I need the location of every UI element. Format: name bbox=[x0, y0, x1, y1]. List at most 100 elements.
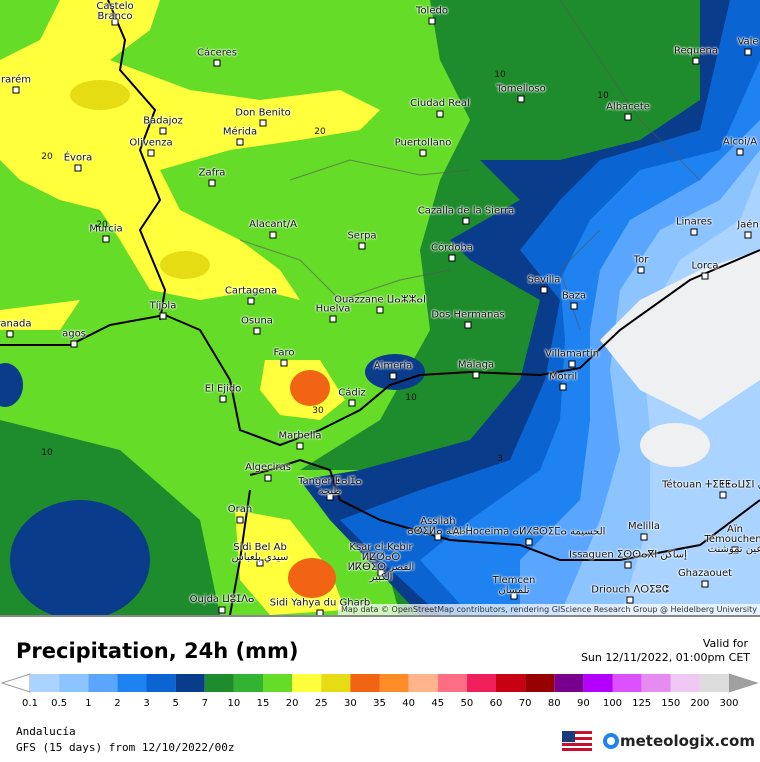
legend-arrow-below bbox=[0, 673, 31, 693]
city-label: Don Benito bbox=[235, 107, 291, 119]
map-graphic bbox=[0, 0, 760, 615]
city-marker bbox=[624, 113, 632, 121]
city-label: Sevilla bbox=[527, 274, 561, 286]
city-label: Serpa bbox=[347, 230, 377, 242]
city-label: Tlemcen تلمسان bbox=[492, 575, 536, 596]
city-label: Marbella bbox=[278, 430, 322, 442]
legend-swatch bbox=[379, 674, 409, 692]
city-marker bbox=[510, 592, 518, 600]
city-marker bbox=[12, 86, 20, 94]
city-label: Cazalla de la Sierra bbox=[417, 205, 515, 217]
city-marker bbox=[719, 491, 727, 499]
legend-swatch bbox=[175, 674, 205, 692]
city-marker bbox=[692, 57, 700, 65]
legend-swatch bbox=[233, 674, 263, 692]
contour-label: 30 bbox=[312, 406, 324, 416]
legend-value: 5 bbox=[172, 698, 178, 709]
city-label: Cartagena bbox=[224, 285, 278, 297]
legend-value: 0.1 bbox=[22, 698, 38, 709]
city-marker bbox=[744, 48, 752, 56]
legend-swatch bbox=[204, 674, 234, 692]
legend-swatch bbox=[292, 674, 322, 692]
contour-label: 10 bbox=[597, 91, 609, 101]
city-marker bbox=[213, 59, 221, 67]
city-label: rarém bbox=[0, 74, 32, 86]
brand[interactable]: meteologix.com bbox=[620, 732, 755, 750]
legend-value: 3 bbox=[143, 698, 149, 709]
flag-icon[interactable] bbox=[562, 731, 592, 751]
contour-label: 3 bbox=[497, 454, 503, 464]
contour-label: 10 bbox=[41, 448, 53, 458]
city-label: Évora bbox=[63, 152, 93, 164]
city-marker bbox=[637, 266, 645, 274]
city-label: Tíjola bbox=[149, 300, 177, 312]
city-label: Badajoz bbox=[143, 115, 183, 127]
city-label: Melilla bbox=[627, 521, 661, 532]
footer: Precipitation, 24h (mm) Valid for Sun 12… bbox=[0, 615, 760, 762]
city-label: Cáceres bbox=[196, 47, 238, 59]
city-label: Alacant/A bbox=[249, 219, 297, 230]
city-label: El Ejido bbox=[204, 383, 242, 395]
legend-swatch bbox=[321, 674, 351, 692]
legend-value: 60 bbox=[490, 698, 503, 709]
city-label: Alcoi/A bbox=[722, 136, 758, 148]
city-label: Castelo Branco bbox=[96, 1, 134, 22]
city-label: Lorca bbox=[691, 260, 719, 272]
city-marker bbox=[568, 360, 576, 368]
city-label: Aïn Témouchent عين تموشنت bbox=[704, 524, 760, 555]
brand-logo bbox=[603, 733, 619, 749]
legend-value: 125 bbox=[632, 698, 651, 709]
city-label: Puertollano bbox=[394, 137, 452, 149]
legend-value: 15 bbox=[257, 698, 270, 709]
legend-value: 25 bbox=[315, 698, 328, 709]
legend-swatch bbox=[30, 674, 60, 692]
legend-arrow-above bbox=[728, 673, 759, 693]
legend-swatch bbox=[117, 674, 147, 692]
city-marker bbox=[570, 302, 578, 310]
city-label: agos bbox=[62, 328, 86, 340]
legend-value: 300 bbox=[719, 698, 738, 709]
legend-swatch bbox=[59, 674, 89, 692]
legend-swatch bbox=[408, 674, 438, 692]
city-label: Tanger ⵟⴰⵏⵊⴰ طنجة bbox=[298, 476, 362, 497]
city-label: Villamartín bbox=[544, 348, 600, 360]
city-marker bbox=[624, 561, 632, 569]
city-marker bbox=[701, 272, 709, 280]
legend-swatch bbox=[437, 674, 467, 692]
city-marker bbox=[147, 149, 155, 157]
city-marker bbox=[744, 231, 752, 239]
city-marker bbox=[159, 127, 167, 135]
city-label: Vale bbox=[737, 36, 759, 48]
city-label: Issaguen ⵉⵙⵙⴰⴳⵏ إساكن bbox=[569, 549, 687, 561]
city-marker bbox=[701, 580, 709, 588]
city-label: Algeciras bbox=[245, 462, 291, 473]
city-marker bbox=[326, 493, 334, 501]
legend: 0.1 0.5 1 2 3 5 7 10 15 20 25 30 35 40 45 50 60 70 80 90 100… bbox=[0, 673, 759, 709]
city-marker bbox=[159, 312, 167, 320]
city-marker bbox=[434, 533, 442, 541]
city-marker bbox=[259, 119, 267, 127]
map: Map data © OpenStreetMap contributors, r… bbox=[0, 0, 760, 615]
city-label: Huelva bbox=[315, 303, 351, 315]
city-label: Sidi Bel Ab سيدي بلعباس bbox=[231, 542, 289, 563]
legend-value: 1 bbox=[85, 698, 91, 709]
legend-swatch bbox=[88, 674, 118, 692]
legend-swatch bbox=[612, 674, 642, 692]
contour-label: 20 bbox=[41, 152, 53, 162]
legend-value: 80 bbox=[548, 698, 561, 709]
region: Andalucía bbox=[16, 725, 76, 738]
city-marker bbox=[208, 179, 216, 187]
city-label: Linares bbox=[675, 216, 713, 228]
city-marker bbox=[419, 149, 427, 157]
city-marker bbox=[358, 242, 366, 250]
legend-swatch bbox=[554, 674, 584, 692]
city-label: Dos Hermanas bbox=[431, 309, 505, 321]
city-marker bbox=[111, 18, 119, 26]
legend-value: 2 bbox=[114, 698, 120, 709]
city-marker bbox=[256, 559, 264, 567]
legend-value: 35 bbox=[373, 698, 386, 709]
city-marker bbox=[329, 315, 337, 323]
city-marker bbox=[462, 217, 470, 225]
city-marker bbox=[428, 17, 436, 25]
legend-swatch bbox=[670, 674, 700, 692]
